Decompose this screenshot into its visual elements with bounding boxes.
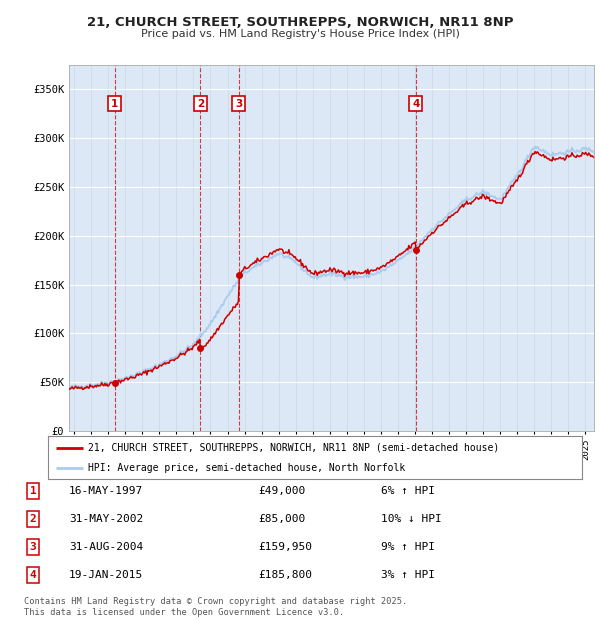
Text: HPI: Average price, semi-detached house, North Norfolk: HPI: Average price, semi-detached house,…	[88, 463, 406, 473]
Text: 31-MAY-2002: 31-MAY-2002	[69, 514, 143, 524]
Text: 21, CHURCH STREET, SOUTHREPPS, NORWICH, NR11 8NP: 21, CHURCH STREET, SOUTHREPPS, NORWICH, …	[87, 16, 513, 29]
Text: 3: 3	[235, 99, 242, 108]
Text: 1: 1	[111, 99, 118, 108]
Text: 6% ↑ HPI: 6% ↑ HPI	[381, 486, 435, 496]
Text: £159,950: £159,950	[258, 542, 312, 552]
Text: 10% ↓ HPI: 10% ↓ HPI	[381, 514, 442, 524]
Text: Price paid vs. HM Land Registry's House Price Index (HPI): Price paid vs. HM Land Registry's House …	[140, 29, 460, 39]
Text: 1: 1	[29, 486, 37, 496]
Text: £85,000: £85,000	[258, 514, 305, 524]
Text: 2: 2	[197, 99, 204, 108]
Text: 16-MAY-1997: 16-MAY-1997	[69, 486, 143, 496]
Text: 3% ↑ HPI: 3% ↑ HPI	[381, 570, 435, 580]
Text: 31-AUG-2004: 31-AUG-2004	[69, 542, 143, 552]
Text: £49,000: £49,000	[258, 486, 305, 496]
Text: 4: 4	[29, 570, 37, 580]
Text: 4: 4	[412, 99, 419, 108]
Text: 9% ↑ HPI: 9% ↑ HPI	[381, 542, 435, 552]
Text: Contains HM Land Registry data © Crown copyright and database right 2025.
This d: Contains HM Land Registry data © Crown c…	[24, 598, 407, 617]
Text: £185,800: £185,800	[258, 570, 312, 580]
Text: 3: 3	[29, 542, 37, 552]
Text: 2: 2	[29, 514, 37, 524]
Text: 19-JAN-2015: 19-JAN-2015	[69, 570, 143, 580]
Text: 21, CHURCH STREET, SOUTHREPPS, NORWICH, NR11 8NP (semi-detached house): 21, CHURCH STREET, SOUTHREPPS, NORWICH, …	[88, 443, 499, 453]
